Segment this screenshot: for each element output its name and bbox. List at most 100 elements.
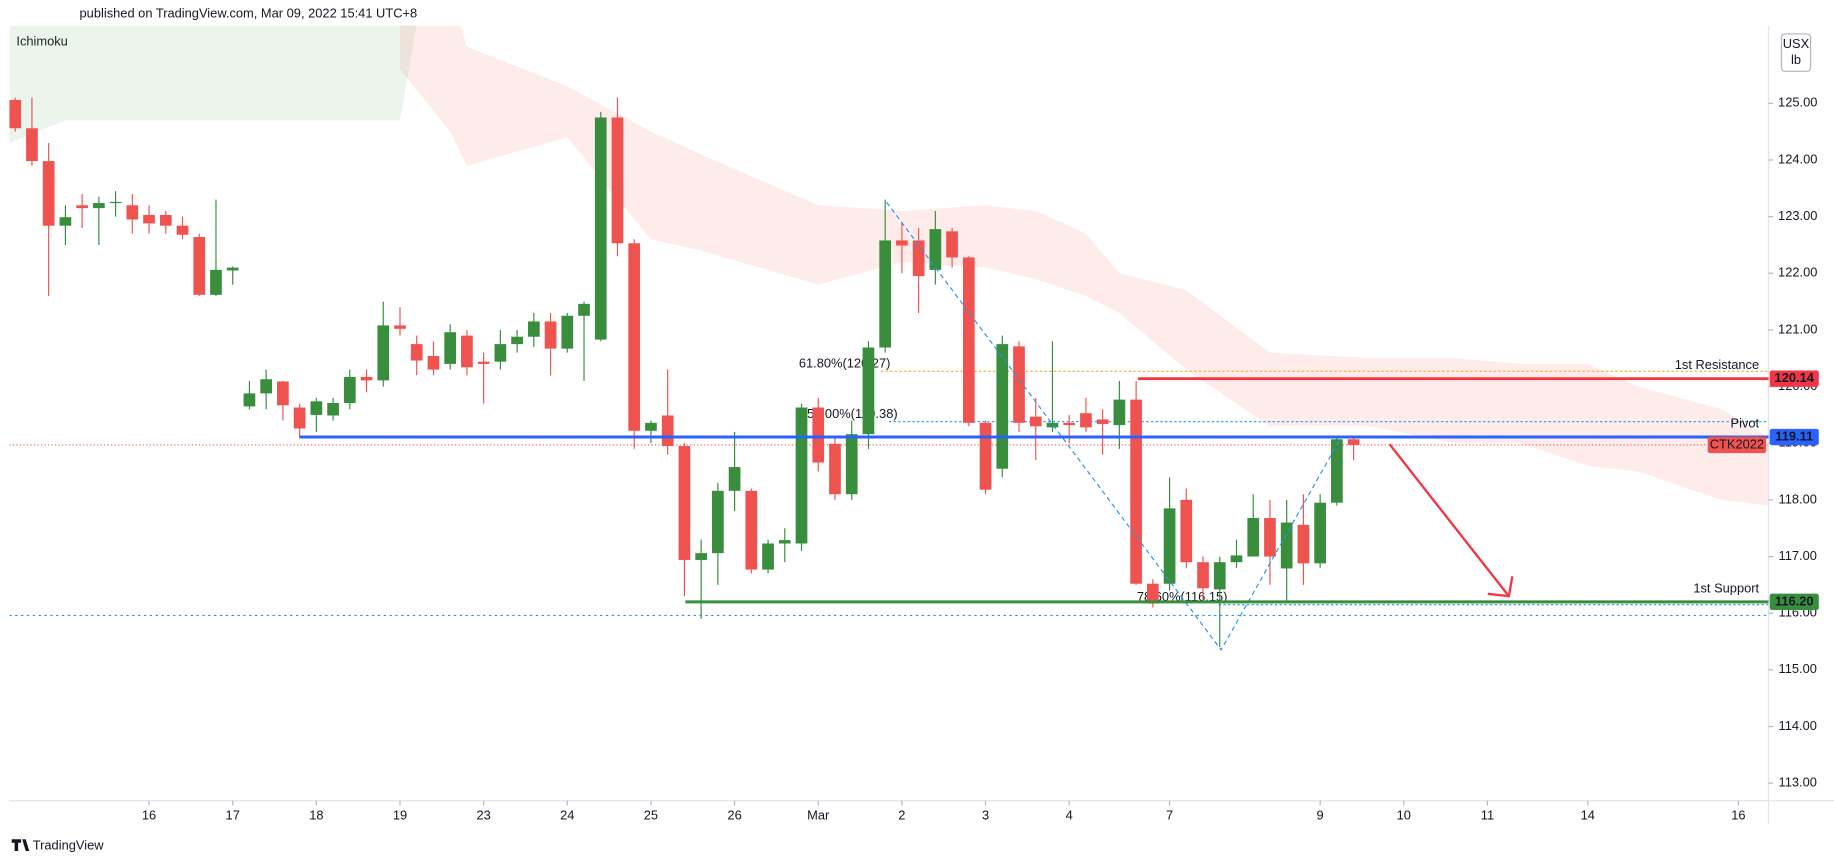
x-tick-label: 9 xyxy=(1317,807,1324,822)
y-tick-label: 121.00 xyxy=(1778,321,1817,336)
candle-body xyxy=(126,205,139,220)
x-tick-label: 17 xyxy=(226,807,240,822)
x-tick-label: 23 xyxy=(476,807,490,822)
x-tick-label: 14 xyxy=(1581,807,1595,822)
level-name: Pivot xyxy=(1731,416,1760,431)
candle-body xyxy=(695,553,707,560)
candle-body xyxy=(1180,499,1193,563)
x-tick-label: 24 xyxy=(560,807,574,822)
y-tick-label: 113.00 xyxy=(1779,775,1817,790)
candle-body xyxy=(845,434,858,495)
x-tick-label: 2 xyxy=(898,807,905,822)
candle-body xyxy=(527,321,540,337)
level-price-box xyxy=(1769,593,1819,611)
candle-body xyxy=(611,117,624,244)
x-tick-label: 4 xyxy=(1066,807,1073,822)
candle-body xyxy=(159,214,172,226)
unit-label: USX xyxy=(1783,36,1810,51)
candle-body xyxy=(76,205,88,209)
candle-body xyxy=(26,128,38,162)
candle-body xyxy=(109,201,122,204)
candle-body xyxy=(678,446,691,560)
level-name: 1st Resistance xyxy=(1675,357,1759,372)
candle-body xyxy=(394,325,406,329)
logo-text: TradingView xyxy=(33,838,104,853)
level-price-label: 116.20 xyxy=(1775,593,1814,608)
candle-body xyxy=(1063,422,1076,426)
unit-box[interactable] xyxy=(1780,33,1812,72)
candle-body xyxy=(444,332,457,364)
candle-body xyxy=(862,347,875,435)
unit-label: lb xyxy=(1791,52,1801,67)
candle-body xyxy=(762,543,774,570)
candle-body xyxy=(1213,562,1226,590)
published-note: published on TradingView.com, Mar 09, 20… xyxy=(80,5,418,20)
candle-body xyxy=(360,376,373,381)
candle-body xyxy=(1297,524,1310,564)
candle-body xyxy=(1113,399,1126,426)
level-name: 1st Support xyxy=(1693,580,1759,595)
x-tick-label: 11 xyxy=(1481,807,1494,822)
x-tick-label: 16 xyxy=(142,807,156,822)
candle-body xyxy=(1197,562,1209,589)
y-tick-label: 123.00 xyxy=(1778,208,1817,223)
candle-body xyxy=(327,403,339,416)
projection-arrow xyxy=(1388,443,1510,597)
x-tick-label: 3 xyxy=(982,807,989,822)
x-tick-label: Mar xyxy=(807,807,830,822)
candle-body xyxy=(293,407,306,429)
candle-body xyxy=(1347,439,1360,445)
candle-body xyxy=(477,361,490,364)
candle-body xyxy=(745,490,758,570)
candle-body xyxy=(979,422,992,490)
fib-label: 50.00%(119.38) xyxy=(807,406,898,421)
last-price-box xyxy=(1707,436,1767,454)
level-price-box xyxy=(1769,428,1819,446)
candle-body xyxy=(9,99,22,129)
fib-label: 78.60%(116.15) xyxy=(1137,589,1228,604)
last-price-label: CTK2022 xyxy=(1710,436,1764,451)
candle-body xyxy=(260,379,273,394)
candle-body xyxy=(946,231,958,258)
x-tick-label: 26 xyxy=(727,807,741,822)
x-tick-label: 19 xyxy=(393,807,407,822)
candle-body xyxy=(427,355,440,370)
candle-body xyxy=(829,443,841,495)
candle-body xyxy=(1264,518,1276,557)
candle-body xyxy=(812,407,825,463)
candle-body xyxy=(176,225,189,235)
candle-body xyxy=(511,336,523,345)
ichimoku-cloud xyxy=(399,25,1769,506)
candle-body xyxy=(193,237,206,295)
candle-body xyxy=(879,240,892,348)
candle-body xyxy=(343,376,356,404)
candle-body xyxy=(645,422,657,431)
candle-body xyxy=(628,243,641,431)
fib-label: 61.80%(120.27) xyxy=(799,356,891,371)
candle-body xyxy=(1230,555,1243,563)
candle-body xyxy=(1046,422,1059,428)
x-tick-label: 7 xyxy=(1166,807,1173,822)
candle-body xyxy=(1130,399,1142,584)
candle-body xyxy=(778,540,791,544)
candle-body xyxy=(1247,518,1260,557)
candle-body xyxy=(728,467,741,491)
candle-body xyxy=(962,257,975,423)
level-price-box xyxy=(1769,370,1819,387)
x-tick-label: 18 xyxy=(309,807,323,822)
level-price-label: 119.11 xyxy=(1775,428,1813,443)
y-tick-label: 118.00 xyxy=(1779,491,1817,506)
y-tick-label: 125.00 xyxy=(1778,95,1817,110)
ichimoku-cloud xyxy=(9,25,417,143)
candle-body xyxy=(1280,522,1293,569)
candle-body xyxy=(1013,346,1025,423)
candle-body xyxy=(561,315,574,349)
candle-body xyxy=(1146,583,1159,604)
candle-body xyxy=(277,381,289,406)
y-tick-label: 122.00 xyxy=(1778,265,1817,280)
y-tick-label: 124.00 xyxy=(1778,151,1817,166)
candle-body xyxy=(243,393,256,407)
y-tick-label: 115.00 xyxy=(1779,661,1817,676)
x-tick-label: 25 xyxy=(644,807,658,822)
